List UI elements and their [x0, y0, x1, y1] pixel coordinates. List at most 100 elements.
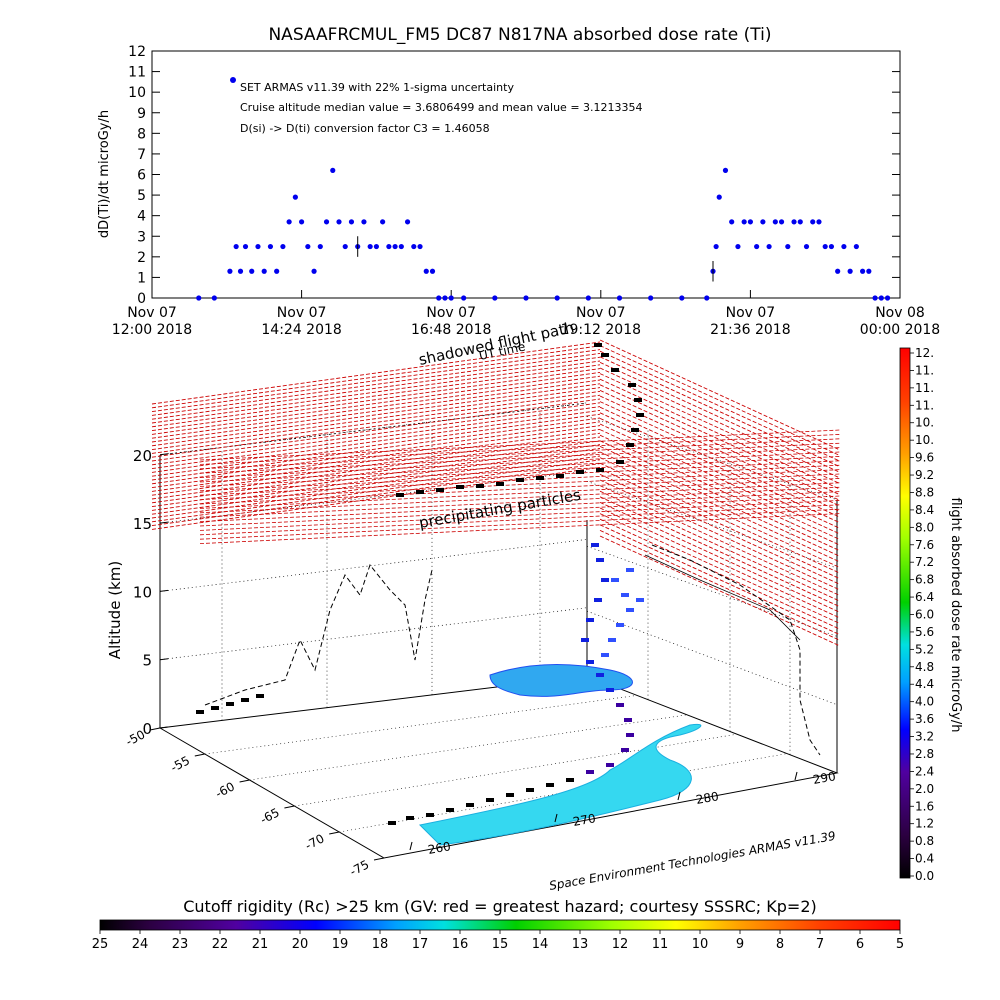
latitude-tick-label: -70: [303, 831, 327, 853]
particle-layer-line: [151, 364, 601, 428]
track-marker: [426, 813, 434, 817]
dose-colorbar: [899, 347, 911, 879]
altitude-axis-label: Altitude (km): [106, 561, 124, 659]
track-marker: [486, 798, 494, 802]
particle-layer-line: [151, 417, 601, 481]
dose-rate-point: [835, 268, 841, 274]
dose-rate-point: [866, 268, 872, 274]
rigidity-footprint-north: [489, 664, 633, 697]
track-marker: [586, 660, 594, 664]
altitude-tick: [159, 726, 169, 729]
particle-layer-line: [199, 469, 841, 500]
latitude-tick-label: -75: [348, 857, 372, 879]
dose-colorbar-tick-label: 4.0: [915, 695, 934, 709]
track-marker: [586, 618, 594, 622]
longitude-tick-label: 260: [427, 839, 452, 857]
legend-marker: [230, 77, 236, 83]
y-tick-label: 9: [137, 106, 146, 122]
dose-rate-point: [367, 243, 373, 250]
y-tick-label: 2: [137, 250, 146, 266]
particle-layer-line: [199, 478, 841, 509]
particle-layer-line: [151, 455, 601, 519]
latitude-axis: -50-55-60-65-70-75: [124, 727, 385, 879]
track-marker: [621, 593, 629, 597]
dose-rate-point: [741, 219, 747, 225]
dose-rate-point: [305, 243, 311, 250]
longitude-tick-label: 290: [812, 769, 837, 787]
dose-colorbar-tick-label: 5.6: [915, 625, 934, 639]
particle-layer-line: [151, 341, 601, 405]
rigidity-colorbar-tick-label: 6: [856, 937, 864, 952]
particle-layer-line: [151, 406, 601, 470]
particle-layer-line: [599, 518, 841, 630]
y-tick-label: 0: [137, 291, 146, 307]
rigidity-colorbar-tick-label: 8: [776, 937, 784, 952]
particle-layer-line: [151, 356, 601, 420]
wall-gridlines: [159, 402, 838, 755]
particle-layer-line: [599, 417, 841, 529]
dose-colorbar-label: flight absorbed dose rate microGy/h: [948, 498, 963, 733]
dose-rate-point: [853, 243, 859, 250]
track-marker: [616, 703, 624, 707]
particle-layer-line: [599, 384, 841, 496]
dose-rate-point: [361, 219, 367, 225]
track-marker: [476, 484, 484, 488]
particle-layer-line: [151, 409, 601, 473]
dose-rate-point: [255, 243, 261, 250]
dose-rate-point: [242, 243, 249, 250]
dose-colorbar-tick-label: 5.2: [915, 642, 934, 656]
particle-layer-line: [599, 401, 841, 513]
particle-layer-line: [599, 473, 841, 585]
dose-rate-point: [237, 268, 244, 274]
dose-rate-point: [772, 219, 778, 225]
dose-rate-point: [323, 219, 330, 225]
track-marker: [496, 482, 504, 486]
dose-rate-point: [342, 243, 348, 250]
y-tick-label: 12: [128, 44, 146, 60]
dose-rate-point: [716, 194, 722, 200]
dose-colorbar-tick-label: 6.4: [915, 590, 934, 604]
dose-colorbar-tick-label: 3.2: [915, 730, 934, 744]
track-marker: [616, 623, 624, 627]
track-marker: [566, 778, 574, 782]
y-tick-label: 4: [137, 209, 146, 225]
rigidity-colorbar-tick-label: 7: [816, 937, 824, 952]
dose-colorbar-tick-label: 0.4: [915, 852, 934, 866]
rigidity-colorbar-tick-label: 22: [212, 937, 229, 952]
dose-colorbar-tick-label: 8.0: [915, 520, 934, 534]
dose-rate-point: [411, 243, 417, 250]
rigidity-colorbar-tick-label: 5: [896, 937, 904, 952]
dose-rate-point: [828, 243, 835, 250]
rigidity-colorbar-tick-label: 19: [332, 937, 349, 952]
dose-rate-point: [585, 295, 591, 301]
dose-colorbar-tick-label: 6.0: [915, 608, 934, 622]
track-marker: [626, 608, 634, 612]
dose-colorbar-tick-label: 2.4: [915, 764, 934, 778]
dose-rate-point: [442, 295, 448, 301]
longitude-tick: [794, 771, 798, 781]
track-marker: [591, 543, 599, 547]
latitude-tick: [373, 857, 385, 861]
track-marker: [256, 694, 264, 698]
track-marker: [594, 343, 602, 347]
dose-rate-point: [227, 268, 233, 274]
dose-colorbar-tick-label: 4.4: [915, 677, 934, 691]
dose-rate-point: [211, 295, 217, 301]
dose-rate-point: [760, 219, 766, 225]
dose-rate-point: [797, 219, 803, 225]
track-marker: [388, 821, 396, 825]
particle-layer-line: [199, 429, 841, 461]
dose-colorbar-tick-label: 1.2: [915, 817, 934, 831]
track-marker: [628, 383, 636, 387]
x-tick-label-date: Nov 07: [277, 305, 327, 321]
track-marker: [546, 783, 554, 787]
y-tick-label: 3: [137, 229, 146, 245]
particle-layer-line: [599, 367, 841, 479]
latitude-tick-label: -55: [168, 753, 192, 775]
dose-rate-point: [386, 243, 392, 250]
altitude-tick: [159, 521, 169, 524]
dose-colorbar-tick-label: 2.0: [915, 782, 934, 796]
latitude-tick: [149, 727, 161, 731]
particle-layer-line: [599, 389, 841, 501]
altitude-tick-label: 10: [133, 583, 152, 601]
